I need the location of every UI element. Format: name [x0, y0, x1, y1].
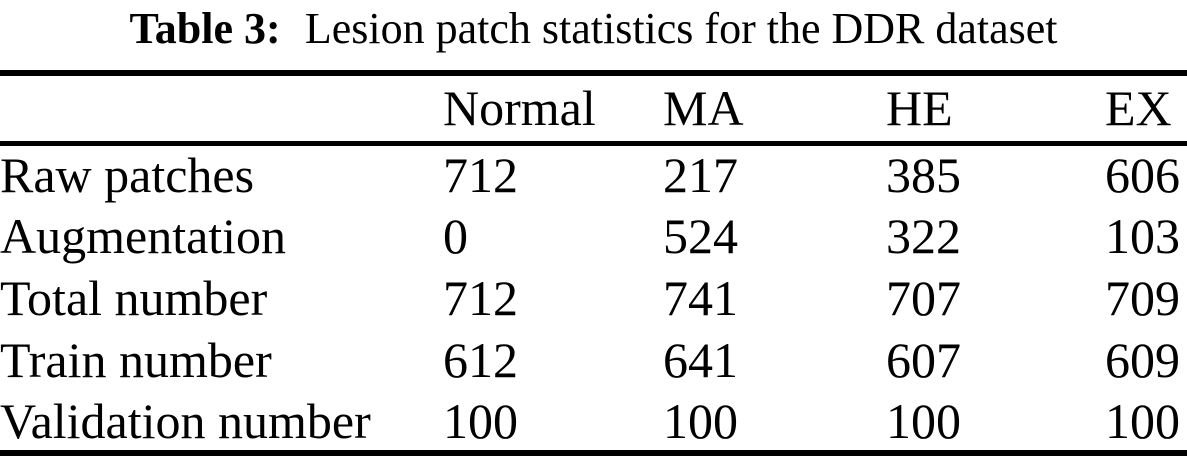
- table-row: Raw patches 712 217 385 606: [0, 143, 1187, 205]
- table-row: Validation number 100 100 100 100: [0, 391, 1187, 453]
- cell-he: 385: [886, 147, 961, 204]
- row-label: Augmentation: [0, 208, 287, 264]
- column-header-ex: EX: [1105, 80, 1172, 137]
- cell-he: 707: [886, 270, 961, 326]
- header-row: Normal MA HE EX: [0, 73, 1187, 143]
- cell-normal: 100: [443, 392, 518, 449]
- cell-he: 322: [886, 208, 961, 264]
- table-caption: Table 3: Lesion patch statistics for the …: [0, 0, 1187, 52]
- column-header-empty: [0, 73, 443, 143]
- table-row: Total number 712 741 707 709: [0, 267, 1187, 329]
- cell-normal: 712: [443, 270, 518, 326]
- cell-ex: 606: [1105, 147, 1180, 204]
- cell-normal: 712: [443, 147, 518, 204]
- cell-ma: 217: [663, 147, 738, 204]
- column-header-ma: MA: [663, 80, 744, 137]
- row-label: Raw patches: [0, 147, 255, 204]
- table-row: Train number 612 641 607 609: [0, 329, 1187, 391]
- cell-ex: 609: [1105, 332, 1180, 388]
- row-label: Validation number: [0, 392, 371, 449]
- cell-ma: 524: [663, 208, 738, 264]
- cell-normal: 0: [443, 208, 468, 264]
- row-label: Total number: [0, 270, 268, 326]
- cell-ma: 641: [663, 332, 738, 388]
- table-caption-number: Table 3:: [129, 4, 281, 53]
- column-header-he: HE: [886, 80, 953, 137]
- lesion-patch-statistics-table: Normal MA HE EX Raw patches 712 217 385 …: [0, 70, 1187, 456]
- column-header-normal: Normal: [443, 80, 596, 137]
- cell-ex: 103: [1105, 208, 1180, 264]
- cell-ma: 100: [663, 392, 738, 449]
- cell-normal: 612: [443, 332, 518, 388]
- cell-ex: 100: [1105, 392, 1180, 449]
- cell-ex: 709: [1105, 270, 1180, 326]
- table-caption-text: Lesion patch statistics for the DDR data…: [304, 4, 1058, 53]
- cell-ma: 741: [663, 270, 738, 326]
- row-label: Train number: [0, 332, 272, 388]
- cell-he: 100: [886, 392, 961, 449]
- cell-he: 607: [886, 332, 961, 388]
- table-row: Augmentation 0 524 322 103: [0, 205, 1187, 267]
